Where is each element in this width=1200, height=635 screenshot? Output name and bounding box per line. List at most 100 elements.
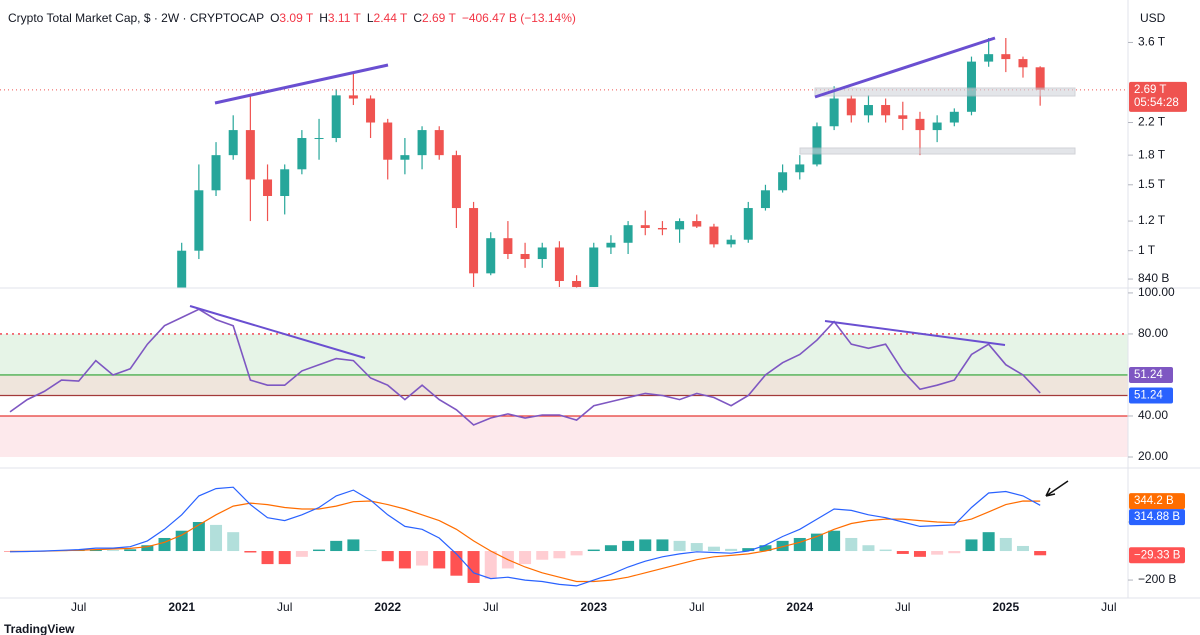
macd-tag-label: 314.88 B <box>1134 511 1180 523</box>
candle-body <box>863 105 873 116</box>
macd-tag-label: 344.2 B <box>1134 495 1174 507</box>
candle-body <box>589 247 599 287</box>
candle-body <box>640 225 650 228</box>
y-tick-label: 2.2 T <box>1138 115 1166 129</box>
candle-body <box>1035 67 1045 90</box>
macd-histogram-bar <box>948 551 961 554</box>
ohlc-values: O3.09 T H3.11 T L2.44 T C2.69 T <box>270 11 456 25</box>
header: Crypto Total Market Cap, $ · 2W · CRYPTO… <box>8 11 576 25</box>
macd-histogram-bar <box>330 540 343 552</box>
y-tick-label: 80.00 <box>1138 326 1168 340</box>
candle-body <box>915 118 925 131</box>
candle-body <box>881 105 891 116</box>
y-tick-label: 840 B <box>1138 271 1169 285</box>
macd-histogram-bar <box>278 551 291 565</box>
last-price-tag <box>1129 81 1187 112</box>
macd-histogram-bar <box>913 551 926 557</box>
candle-body <box>228 130 238 156</box>
zone <box>799 147 1076 155</box>
x-tick-label: 2022 <box>374 600 401 614</box>
candle-body <box>726 239 736 245</box>
macd-histogram-bar <box>965 539 978 552</box>
rsi-background <box>0 333 1128 458</box>
last-price-label: 2.69 T <box>1134 84 1166 96</box>
rsi-tag <box>1129 387 1173 404</box>
macd-histogram-bar <box>416 551 429 566</box>
macd-histogram-bar <box>896 551 909 554</box>
y-tick-label: 40.00 <box>1138 408 1168 422</box>
candle-body <box>778 172 788 191</box>
y-tick-label: 100.00 <box>1138 285 1175 299</box>
candle-body <box>177 250 187 288</box>
candle-body <box>984 54 994 62</box>
macd-histogram-bar <box>931 551 944 555</box>
macd-histogram-bar <box>776 540 789 552</box>
macd-histogram-bar <box>862 545 875 552</box>
candle-body <box>829 98 839 127</box>
macd-histogram-bar <box>673 540 686 552</box>
x-tick-label: 2023 <box>580 600 607 614</box>
macd-histogram-bar <box>604 545 617 552</box>
macd-histogram-bar <box>587 549 600 552</box>
y-tick-label: 1.8 T <box>1138 147 1166 161</box>
x-tick-label: Jul <box>895 600 910 614</box>
macd-histogram-bar <box>107 550 120 552</box>
candle-body <box>503 238 513 254</box>
candle-body <box>245 130 255 180</box>
macd-histogram-bar <box>656 539 669 552</box>
candle-body <box>263 179 273 197</box>
candle-body <box>434 130 444 156</box>
x-tick-label: Jul <box>483 600 498 614</box>
macd-histogram-bar <box>227 532 240 552</box>
macd-histogram-bar <box>381 551 394 562</box>
macd-histogram-bar <box>845 537 858 552</box>
candle-body <box>211 155 221 191</box>
macd-tag-label: −29.33 B <box>1134 549 1181 561</box>
macd-histogram-bar <box>690 543 703 552</box>
symbol-title: Crypto Total Market Cap, $ · 2W · CRYPTO… <box>8 11 264 25</box>
trend-line <box>214 63 389 105</box>
y-tick-label: 1.5 T <box>1138 177 1166 191</box>
macd-pane <box>4 486 1047 587</box>
y-tick-label: 20.00 <box>1138 449 1168 463</box>
macd-histogram-bar <box>175 530 188 552</box>
candle-body <box>932 122 942 131</box>
macd-histogram-bar <box>244 551 257 553</box>
macd-histogram-bar <box>295 551 308 557</box>
macd-histogram-bar <box>536 551 549 560</box>
rsi-tag <box>1129 366 1173 383</box>
x-tick-label: Jul <box>689 600 704 614</box>
candle-body <box>812 126 822 165</box>
trend-line <box>824 320 1006 346</box>
macd-histogram-bar <box>570 551 583 556</box>
candle-body <box>623 225 633 243</box>
macd-histogram-bar <box>364 550 377 552</box>
macd-histogram-bar <box>879 549 892 552</box>
ohlc-value: 2.44 T <box>374 11 408 25</box>
macd-histogram-bar <box>210 524 223 552</box>
macd-histogram-bar <box>433 551 446 569</box>
macd-histogram-bar <box>793 537 806 552</box>
macd-histogram-bar <box>999 537 1012 552</box>
macd-tag <box>1129 509 1185 526</box>
arrow-annotation <box>1045 480 1069 497</box>
candle-body <box>537 247 547 260</box>
y-tick-label: 1.2 T <box>1138 213 1166 227</box>
macd-histogram-bar <box>124 549 137 552</box>
x-tick-label: Jul <box>277 600 292 614</box>
candle-body <box>675 221 685 230</box>
x-tick-label: 2024 <box>786 600 813 614</box>
rsi-tag-label: 51.24 <box>1134 369 1163 381</box>
macd-histogram-bar <box>828 530 841 552</box>
ohlc-value: 2.69 T <box>422 11 456 25</box>
macd-histogram-bar <box>347 539 360 552</box>
macd-histogram-bar <box>467 551 480 583</box>
candle-body <box>709 226 719 245</box>
candle-body <box>194 190 204 251</box>
zone <box>814 87 1076 97</box>
candle-body <box>966 61 976 112</box>
rsi-line <box>9 308 1041 426</box>
candle-body <box>486 238 496 274</box>
rsi-band <box>0 415 1128 458</box>
